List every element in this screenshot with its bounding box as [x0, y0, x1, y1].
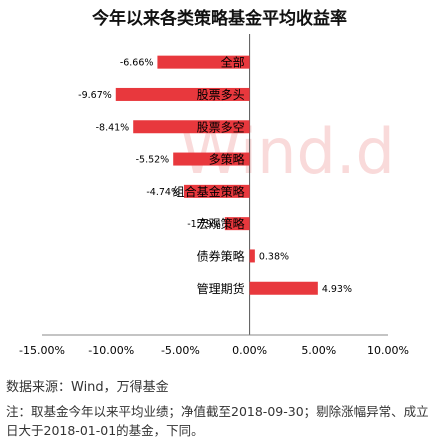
bar-5: [224, 217, 250, 231]
category-label-7: 管理期货: [197, 281, 245, 296]
bar-chart: Wind.d 全部-6.66%股票多头-9.67%股票多空-8.41%多策略-5…: [19, 34, 409, 357]
bar-1: [115, 87, 250, 101]
x-axis: -15.00% -10.00% -5.00% 0.00% 5.00% 10.00%: [19, 334, 409, 357]
category-label-5: 宏观策略: [197, 216, 245, 231]
x-tick-label-2: -5.00%: [161, 344, 200, 357]
bar-3: [173, 152, 250, 166]
value-label-6: 0.38%: [259, 251, 289, 262]
chart-title: 今年以来各类策略基金平均收益率: [92, 9, 347, 29]
bar-6: [249, 249, 255, 263]
footnote: 注：取基金今年以来平均业绩；净值截至2018-09-30；剔除涨幅异常、成立日大…: [6, 404, 429, 438]
bar-4: [183, 184, 250, 198]
x-tick-label-1: -10.00%: [88, 344, 134, 357]
value-label-1: -9.67%: [78, 90, 112, 101]
x-tick-label-0: -15.00%: [19, 344, 65, 357]
value-label-2: -8.41%: [96, 122, 130, 133]
bar-0: [157, 55, 250, 69]
value-label-3: -5.52%: [136, 155, 170, 166]
x-tick-label-4: 5.00%: [301, 344, 336, 357]
x-tick-label-3: 0.00%: [232, 344, 267, 357]
category-label-2: 股票多空: [197, 120, 245, 134]
x-tick-label-5: 10.00%: [367, 344, 409, 357]
category-label-6: 债券策略: [197, 248, 245, 263]
category-label-4: 组合基金策略: [173, 184, 245, 199]
value-label-4: -4.74%: [146, 187, 180, 198]
value-label-7: 4.93%: [322, 284, 352, 295]
bar-7: [249, 281, 318, 295]
category-label-1: 股票多头: [197, 88, 245, 102]
value-label-0: -6.66%: [120, 58, 154, 69]
bar-2: [133, 120, 250, 134]
value-label-5: -1.79%: [187, 219, 221, 230]
bars-group: 全部 -6.66% 股票多头 -9.67% 股票多空 -8.41% 多策略 -5.52% 组合基…: [78, 34, 352, 335]
category-label-3: 多策略: [209, 152, 245, 167]
category-label-0: 全部: [221, 55, 245, 70]
data-source: 数据来源：Wind，万得基金: [6, 380, 169, 395]
